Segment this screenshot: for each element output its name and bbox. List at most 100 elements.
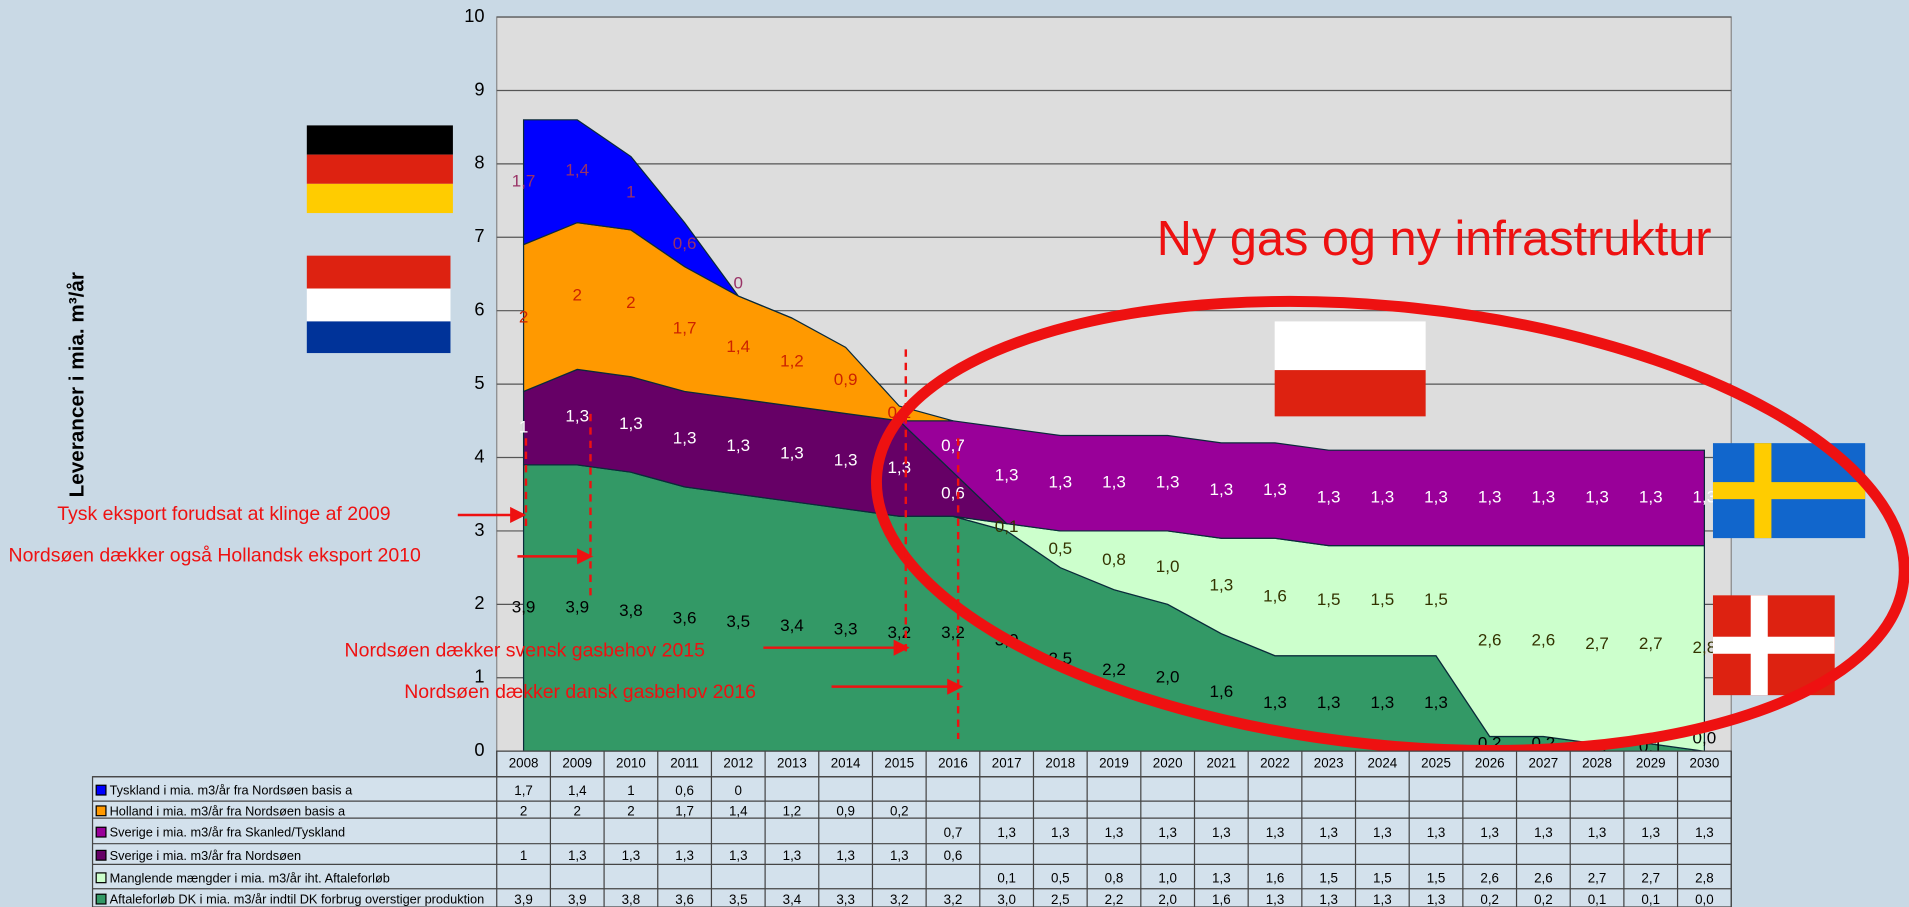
table-cell: 0,9: [836, 804, 855, 819]
y-tick-label: 0: [474, 739, 484, 760]
data-label: 0,1: [995, 517, 1019, 536]
table-cell: 1,3: [1051, 825, 1070, 840]
table-cell: 2,2: [1105, 892, 1124, 907]
legend-label: Holland i mia. m3/år fra Nordsøen basis …: [110, 803, 346, 818]
data-label: 1,3: [1478, 487, 1502, 506]
table-cell: 1: [627, 783, 634, 798]
data-label: 2,8: [1693, 638, 1717, 657]
table-cell: 3,5: [729, 892, 748, 907]
data-label: 3,8: [619, 601, 643, 620]
data-label: 1,3: [887, 458, 911, 477]
y-tick-label: 1: [474, 666, 484, 687]
table-cell: 3,9: [568, 892, 587, 907]
table-cell: 1,3: [1427, 825, 1446, 840]
data-labels: 3,9 3,9 3,8 3,6 3,5 3,4 3,3 3,2 3,2 3,02,52,2 2,01…: [512, 161, 1717, 756]
y-tick-label: 6: [474, 299, 484, 320]
annotation-arrows: [457, 349, 964, 739]
data-label: 1,2: [780, 352, 804, 371]
data-label: 1,3: [1424, 693, 1448, 712]
table-cell: 1,3: [1480, 825, 1499, 840]
table-cell: 2,0: [1158, 892, 1177, 907]
legend-swatch: [95, 893, 107, 905]
legend-label: Aftaleforløb DK i mia. m3/år indtil DK f…: [110, 892, 485, 907]
table-cell: 0,6: [675, 783, 694, 798]
y-tick-label: 8: [474, 152, 484, 173]
data-label: 2: [519, 308, 528, 327]
table-cell: 1,3: [1534, 825, 1553, 840]
x-tick-label: 2027: [1528, 755, 1558, 770]
legend-label: Sverige i mia. m3/år fra Skanled/Tysklan…: [110, 825, 346, 840]
table-cell: 3,9: [514, 892, 533, 907]
areas: [522, 119, 1706, 752]
table-cell: 1,3: [997, 825, 1016, 840]
headline: Ny gas og ny infrastruktur: [1157, 212, 1712, 266]
data-label: 2,6: [1478, 631, 1502, 650]
table-cell: 2,7: [1641, 871, 1660, 886]
x-tick-label: 2026: [1475, 755, 1505, 770]
annotation: Nordsøen dækker også Hollandsk eksport 2…: [9, 545, 421, 567]
x-tick-label: 2028: [1582, 755, 1612, 770]
data-label: 1,5: [1317, 590, 1341, 609]
legend-label: Sverige i mia. m3/år fra Nordsøen: [110, 848, 302, 863]
data-label: 1,4: [726, 337, 750, 356]
table-cell: 2,6: [1534, 871, 1553, 886]
x-tick-label: 2030: [1690, 755, 1720, 770]
y-tick-label: 3: [474, 519, 484, 540]
area: [522, 119, 793, 319]
legend-swatch: [95, 805, 107, 817]
data-label: 0,5: [1048, 539, 1072, 558]
table-cell: 2: [520, 804, 527, 819]
table-cell: 1,3: [890, 848, 909, 863]
data-label: 1,4: [565, 161, 589, 180]
table-cell: 1,3: [1319, 892, 1338, 907]
legend-swatch: [95, 826, 107, 838]
table-cell: 0,6: [944, 848, 963, 863]
table-cell: 0,1: [1641, 892, 1660, 907]
x-tick-label: 2016: [938, 755, 968, 770]
table-cell: 0,2: [890, 804, 909, 819]
table-cell: 2,7: [1588, 871, 1607, 886]
table-cell: 0,2: [1480, 892, 1499, 907]
data-label: 2: [626, 293, 635, 312]
x-tick-label: 2013: [777, 755, 807, 770]
area: [897, 420, 1706, 547]
table-cell: 1,3: [1266, 825, 1285, 840]
table-cell: 3,3: [836, 892, 855, 907]
data-label: 2,0: [1156, 667, 1180, 686]
table-cell: 0,7: [944, 825, 963, 840]
table-cell: 1,7: [514, 783, 533, 798]
data-label: 1,5: [1371, 590, 1395, 609]
table-cell: 1,3: [729, 848, 748, 863]
x-tick-label: 2012: [723, 755, 753, 770]
table-cell: 0,5: [1051, 871, 1070, 886]
table-cell: 1,7: [675, 804, 694, 819]
legend-swatch: [95, 784, 107, 796]
data-label: 1,7: [512, 172, 536, 191]
table-cell: 1,3: [1427, 892, 1446, 907]
table-cell: 1,3: [1266, 892, 1285, 907]
table-cell: 2,5: [1051, 892, 1070, 907]
x-tick-label: 2017: [992, 755, 1022, 770]
data-label: 3,9: [512, 598, 536, 617]
data-label: 1,3: [1532, 487, 1556, 506]
y-tick-label: 2: [474, 592, 484, 613]
data-label: 1,6: [1263, 587, 1287, 606]
data-label: 0,6: [673, 234, 697, 253]
data-label: 1,3: [1371, 487, 1395, 506]
x-tick-label: 2008: [509, 755, 539, 770]
table-cell: 1,3: [783, 848, 802, 863]
y-axis-label: Leverancer i mia. m³/år: [65, 272, 88, 497]
annotation: Nordsøen dækker dansk gasbehov 2016: [404, 681, 756, 703]
y-tick-label: 4: [474, 445, 484, 466]
data-label: 0: [734, 273, 743, 292]
data-label: 0,7: [941, 436, 965, 455]
legend-swatch: [95, 849, 107, 861]
x-tick-label: 2019: [1099, 755, 1129, 770]
table-cell: 2: [574, 804, 581, 819]
y-tick-label: 9: [474, 78, 484, 99]
data-label: 3,9: [565, 598, 589, 617]
data-label: 2,7: [1639, 634, 1663, 653]
data-label: 0,9: [834, 370, 858, 389]
data-label: 1,3: [619, 414, 643, 433]
data-label: 1,3: [1209, 480, 1233, 499]
